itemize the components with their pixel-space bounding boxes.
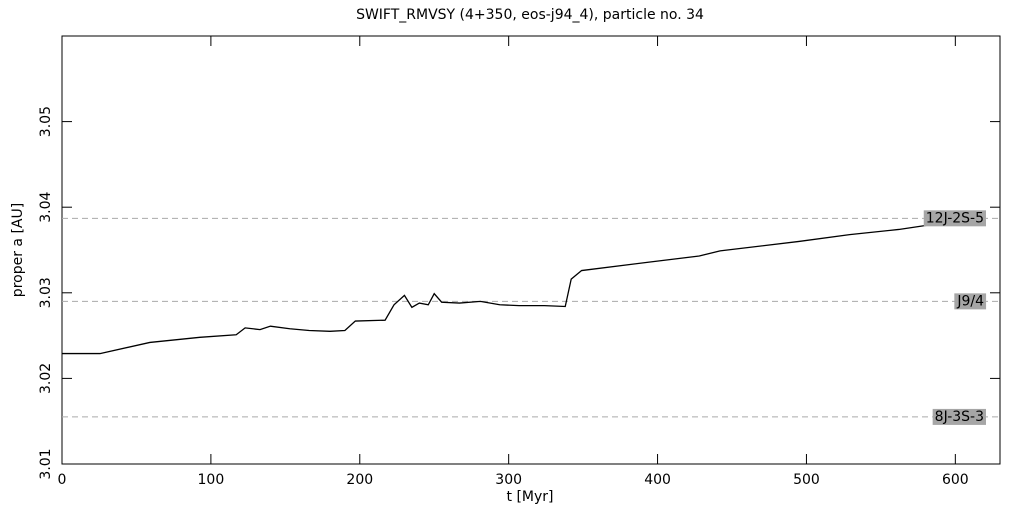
y-tick-label: 3.02 [38,363,54,394]
x-tick-label: 100 [198,472,225,488]
x-tick-label: 500 [793,472,820,488]
x-axis-label: t [Myr] [507,489,554,505]
y-tick-label: 3.01 [38,448,54,479]
x-tick-label: 0 [58,472,67,488]
resonance-label-box [954,293,987,310]
resonance-label-box [923,210,986,227]
x-tick-label: 600 [942,472,969,488]
resonance-label: 8J-3S-3 [935,409,984,425]
y-axis-label: proper a [AU] [10,203,26,297]
resonance-label: 12J-2S-5 [926,210,984,226]
y-tick-label: 3.03 [38,277,54,308]
x-tick-label: 400 [644,472,671,488]
chart-title: SWIFT_RMVSY (4+350, eos-j94_4), particle… [356,7,704,23]
resonance-label: J9/4 [956,293,984,309]
x-tick-label: 300 [495,472,522,488]
y-tick-label: 3.04 [38,192,54,223]
plot-frame [61,35,1001,465]
data-line [62,219,960,355]
x-tick-label: 200 [346,472,373,488]
resonance-label-box [932,408,986,425]
y-tick-label: 3.05 [38,106,54,137]
